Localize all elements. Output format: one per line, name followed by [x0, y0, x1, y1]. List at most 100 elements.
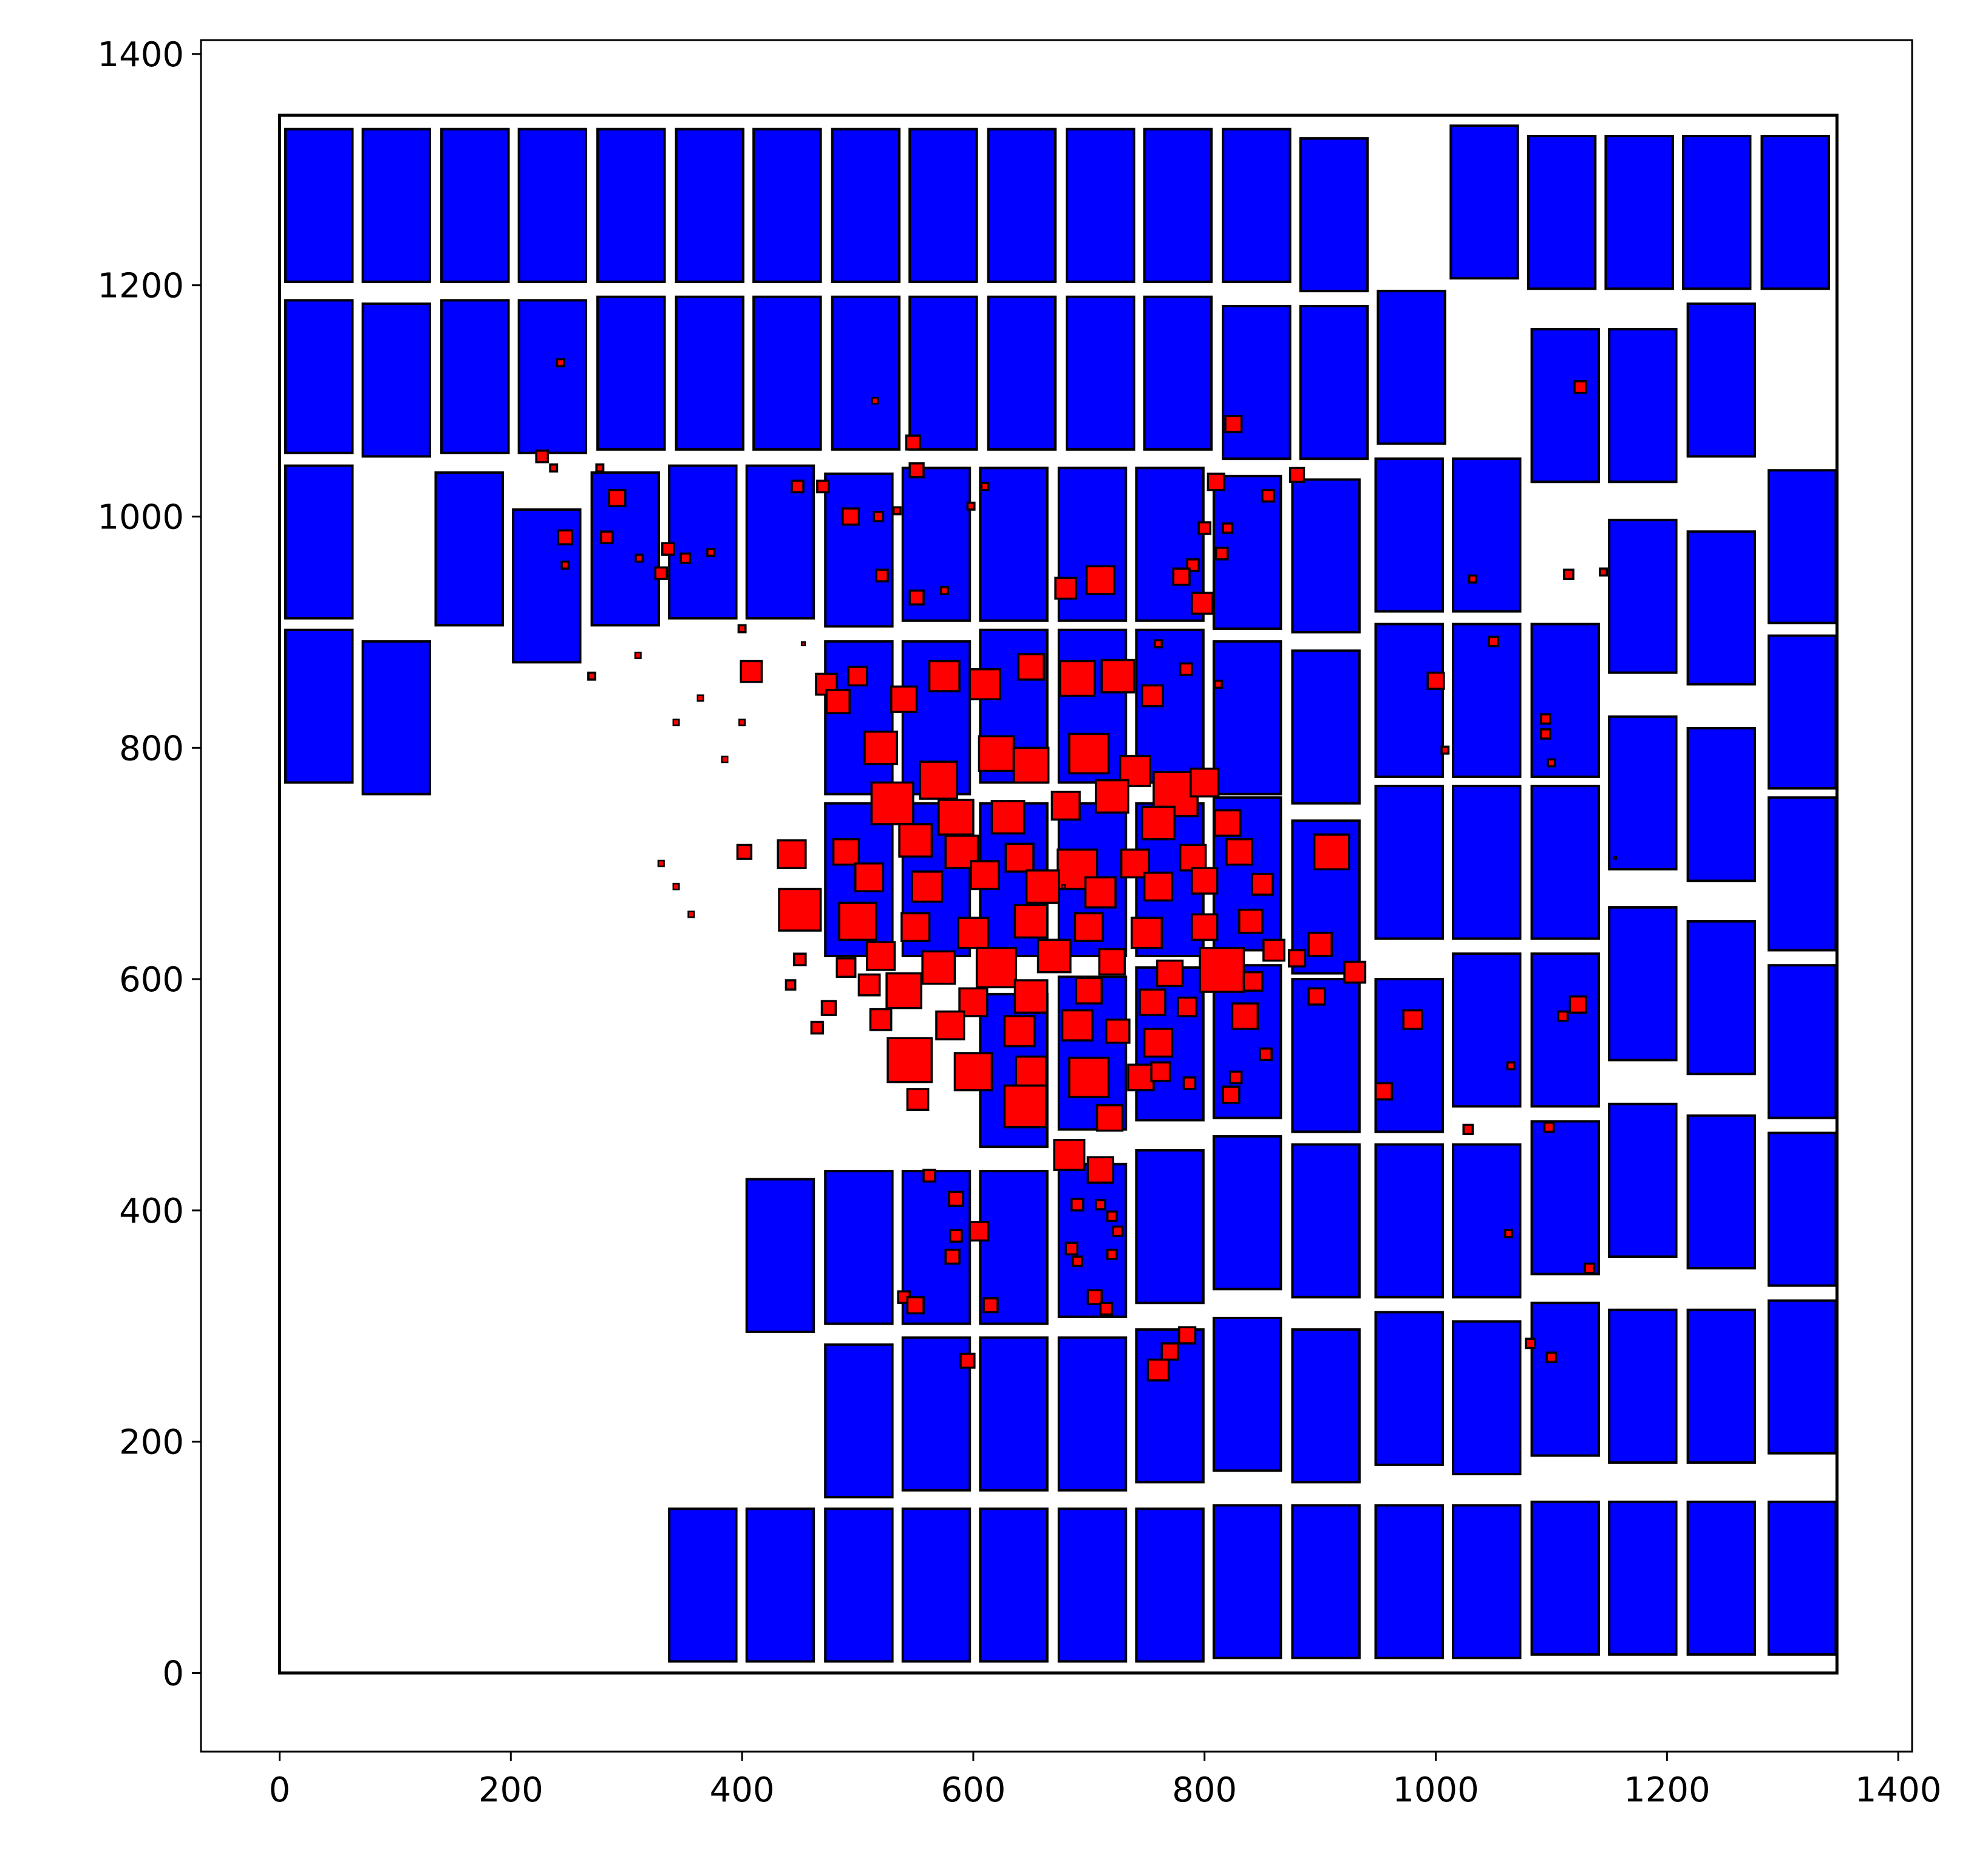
blue-rectangle-94 — [745, 1178, 815, 1333]
red-point-164 — [1106, 1210, 1118, 1222]
y-tick-label-1200: 1200 — [97, 267, 184, 306]
blue-rectangle-10 — [1066, 128, 1135, 283]
red-point-80 — [1050, 790, 1081, 821]
blue-rectangle-106 — [824, 1343, 894, 1499]
blue-rectangle-68 — [1686, 726, 1757, 882]
red-point-151 — [1182, 1076, 1197, 1090]
red-point-32 — [980, 482, 990, 491]
red-point-178 — [982, 1297, 999, 1314]
blue-rectangle-78 — [1452, 785, 1522, 940]
blue-rectangle-43 — [824, 473, 894, 628]
x-tick-label-1400: 1400 — [1855, 1770, 1942, 1810]
blue-rectangle-82 — [1767, 796, 1837, 952]
red-point-169 — [1086, 1289, 1103, 1305]
red-point-119 — [1156, 959, 1184, 988]
red-point-64 — [1100, 658, 1135, 694]
red-point-187 — [1568, 995, 1587, 1014]
blue-rectangle-133 — [1767, 1500, 1837, 1656]
red-point-131 — [1242, 971, 1264, 992]
blue-rectangle-55 — [284, 629, 354, 784]
red-point-160 — [1053, 1139, 1086, 1172]
blue-rectangle-31 — [1222, 304, 1292, 460]
red-point-113 — [1287, 949, 1307, 968]
y-tick-label-400: 400 — [119, 1192, 184, 1231]
blue-rectangle-18 — [1760, 135, 1830, 290]
red-point-135 — [810, 1020, 825, 1035]
blue-rectangle-4 — [596, 128, 666, 283]
blue-rectangle-14 — [1449, 124, 1519, 280]
red-point-106 — [1013, 904, 1049, 939]
red-point-50 — [1563, 568, 1574, 581]
red-point-108 — [1131, 917, 1163, 949]
blue-rectangle-65 — [1452, 623, 1522, 778]
red-point-98 — [1191, 867, 1219, 895]
red-point-168 — [1071, 1255, 1083, 1268]
blue-rectangle-49 — [1291, 478, 1361, 633]
blue-rectangle-28 — [987, 295, 1057, 451]
red-point-49 — [1468, 574, 1477, 584]
red-point-1 — [535, 449, 549, 463]
red-point-162 — [1071, 1198, 1084, 1212]
blue-rectangle-81 — [1686, 920, 1757, 1076]
red-point-11 — [679, 552, 692, 564]
blue-rectangle-33 — [1377, 290, 1446, 445]
x-tick-label-200: 200 — [478, 1770, 543, 1810]
red-point-39 — [1222, 522, 1234, 534]
blue-rectangle-79 — [1530, 785, 1601, 940]
red-point-21 — [791, 479, 805, 494]
blue-rectangle-89 — [1452, 952, 1522, 1108]
blue-rectangle-24 — [675, 295, 745, 451]
red-point-93 — [911, 870, 944, 903]
red-point-109 — [1191, 913, 1219, 941]
red-point-147 — [1015, 1055, 1047, 1088]
x-tick-label-1000: 1000 — [1392, 1770, 1479, 1810]
red-point-155 — [1374, 1082, 1393, 1101]
red-point-118 — [1098, 947, 1126, 976]
red-point-175 — [944, 1248, 961, 1265]
red-point-124 — [857, 973, 881, 997]
x-tick-label-400: 400 — [710, 1770, 775, 1810]
blue-rectangle-87 — [1291, 978, 1361, 1133]
blue-rectangle-128 — [1374, 1504, 1444, 1659]
y-tick-label-0: 0 — [162, 1654, 184, 1694]
red-point-34 — [1224, 415, 1243, 434]
blue-rectangle-107 — [901, 1336, 972, 1492]
red-point-174 — [968, 1221, 990, 1242]
red-point-138 — [1003, 1015, 1036, 1048]
red-point-87 — [1057, 848, 1098, 890]
blue-rectangle-25 — [752, 295, 822, 451]
red-point-28 — [875, 568, 889, 582]
red-point-55 — [1540, 713, 1551, 725]
blue-rectangle-9 — [987, 128, 1057, 283]
red-point-154 — [1259, 1047, 1273, 1062]
blue-rectangle-108 — [979, 1336, 1049, 1492]
red-point-57 — [1547, 758, 1556, 768]
red-point-129 — [1139, 988, 1166, 1016]
red-point-157 — [906, 1088, 930, 1111]
red-point-170 — [1099, 1302, 1114, 1316]
red-point-161 — [1086, 1156, 1115, 1184]
red-point-136 — [869, 1008, 893, 1031]
red-point-60 — [928, 660, 961, 692]
red-point-156 — [1313, 833, 1350, 870]
red-point-171 — [922, 1169, 936, 1183]
blue-rectangle-80 — [1608, 906, 1678, 1062]
red-point-72 — [1012, 746, 1050, 784]
red-point-142 — [1231, 1002, 1259, 1030]
red-point-144 — [1402, 1009, 1423, 1030]
blue-rectangle-20 — [361, 302, 432, 458]
blue-rectangle-51 — [1452, 457, 1522, 613]
red-point-69 — [863, 730, 898, 765]
blue-rectangle-54 — [1767, 469, 1837, 624]
red-point-86 — [1004, 842, 1035, 873]
red-point-51 — [1599, 567, 1608, 577]
red-point-4 — [560, 560, 570, 570]
red-point-14 — [634, 651, 642, 659]
red-point-45 — [1054, 576, 1078, 600]
red-point-177 — [906, 1296, 925, 1315]
red-point-8 — [635, 553, 644, 563]
blue-rectangle-3 — [517, 128, 588, 283]
y-tick-label-200: 200 — [119, 1423, 184, 1463]
red-point-102 — [778, 887, 822, 932]
red-point-0 — [556, 358, 565, 367]
